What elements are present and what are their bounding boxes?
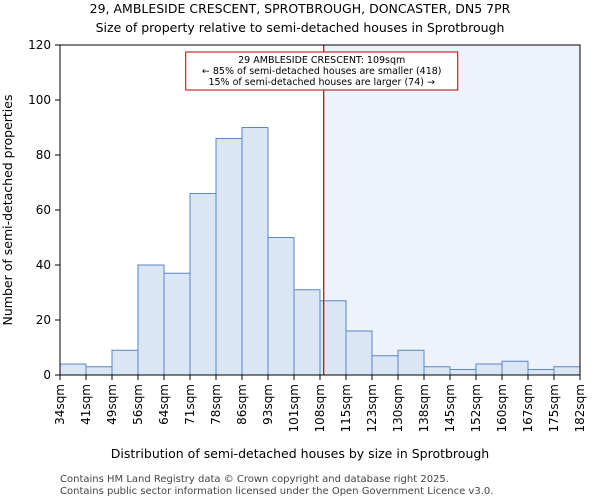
x-tick-label: 115sqm bbox=[339, 384, 353, 432]
bar-86sqm bbox=[241, 127, 269, 376]
bar-108sqm bbox=[319, 300, 347, 376]
bar-130sqm bbox=[397, 349, 425, 376]
property-marker: 29 AMBLESIDE CRESCENT: 109sqm← 85% of se… bbox=[185, 45, 459, 375]
x-axis: 34sqm 41sqm 49sqm 56sqm 64sqm 71sqm 78sqm 86sqm… bbox=[53, 375, 587, 432]
x-tick-label: 49sqm bbox=[105, 384, 119, 425]
x-tick-label: 167sqm bbox=[521, 384, 535, 432]
bar-93sqm bbox=[267, 237, 295, 376]
bar-78sqm bbox=[215, 138, 243, 376]
x-tick-label: 108sqm bbox=[313, 384, 327, 432]
annotation-box bbox=[185, 51, 459, 91]
bar-49sqm bbox=[111, 349, 139, 376]
footer-line-1: Contains HM Land Registry data © Crown c… bbox=[60, 474, 449, 485]
bar-167sqm bbox=[527, 369, 555, 376]
y-axis: 0 20 40 60 80 100 120 bbox=[28, 38, 60, 382]
x-tick-label: 93sqm bbox=[261, 384, 275, 425]
y-tick-label: 0 bbox=[43, 368, 51, 382]
footer-line-2: Contains public sector information licen… bbox=[60, 486, 493, 497]
annotation-line-1: 29 AMBLESIDE CRESCENT: 109sqm bbox=[238, 55, 405, 66]
x-tick-label: 56sqm bbox=[131, 384, 145, 425]
x-tick-label: 160sqm bbox=[495, 384, 509, 432]
bar-138sqm bbox=[423, 366, 451, 376]
x-tick-label: 34sqm bbox=[53, 384, 67, 425]
plot-frame bbox=[59, 44, 581, 376]
bars-group bbox=[59, 127, 581, 376]
bar-175sqm bbox=[553, 366, 581, 376]
x-tick-label: 152sqm bbox=[469, 384, 483, 432]
y-tick-label: 120 bbox=[28, 38, 51, 52]
y-tick-label: 80 bbox=[36, 148, 51, 162]
bar-101sqm bbox=[293, 289, 321, 376]
x-tick-label: 64sqm bbox=[157, 384, 171, 425]
bar-145sqm bbox=[449, 369, 477, 376]
annotation-line-2: ← 85% of semi-detached houses are smalle… bbox=[202, 66, 442, 77]
bar-64sqm bbox=[163, 272, 191, 376]
x-tick-label: 123sqm bbox=[365, 384, 379, 432]
bar-115sqm bbox=[345, 330, 373, 376]
annotation-line-3: 15% of semi-detached houses are larger (… bbox=[208, 77, 435, 88]
x-tick-label: 175sqm bbox=[547, 384, 561, 432]
x-tick-label: 145sqm bbox=[443, 384, 457, 432]
larger-region-rect bbox=[323, 45, 580, 375]
x-tick-label: 130sqm bbox=[391, 384, 405, 432]
bar-56sqm bbox=[137, 264, 165, 376]
chart-subtitle: Size of property relative to semi-detach… bbox=[96, 20, 505, 35]
x-tick-label: 182sqm bbox=[573, 384, 587, 432]
bar-160sqm bbox=[501, 360, 529, 376]
bar-34sqm bbox=[59, 363, 87, 376]
x-tick-label: 138sqm bbox=[417, 384, 431, 432]
y-tick-label: 40 bbox=[36, 258, 51, 272]
x-axis-label: Distribution of semi-detached houses by … bbox=[111, 446, 489, 461]
bar-41sqm bbox=[85, 366, 113, 376]
y-tick-label: 60 bbox=[36, 203, 51, 217]
y-axis-label: Number of semi-detached properties bbox=[0, 95, 15, 326]
x-tick-label: 71sqm bbox=[183, 384, 197, 425]
x-tick-label: 101sqm bbox=[287, 384, 301, 432]
bar-152sqm bbox=[475, 363, 503, 376]
y-tick-label: 20 bbox=[36, 313, 51, 327]
bar-123sqm bbox=[371, 355, 399, 376]
x-tick-label: 86sqm bbox=[235, 384, 249, 425]
x-tick-label: 41sqm bbox=[79, 384, 93, 425]
bar-71sqm bbox=[189, 193, 217, 376]
x-tick-label: 78sqm bbox=[209, 384, 223, 425]
y-tick-label: 100 bbox=[28, 93, 51, 107]
chart-title: 29, AMBLESIDE CRESCENT, SPROTBROUGH, DON… bbox=[90, 1, 511, 16]
larger-region-shade bbox=[323, 45, 580, 375]
